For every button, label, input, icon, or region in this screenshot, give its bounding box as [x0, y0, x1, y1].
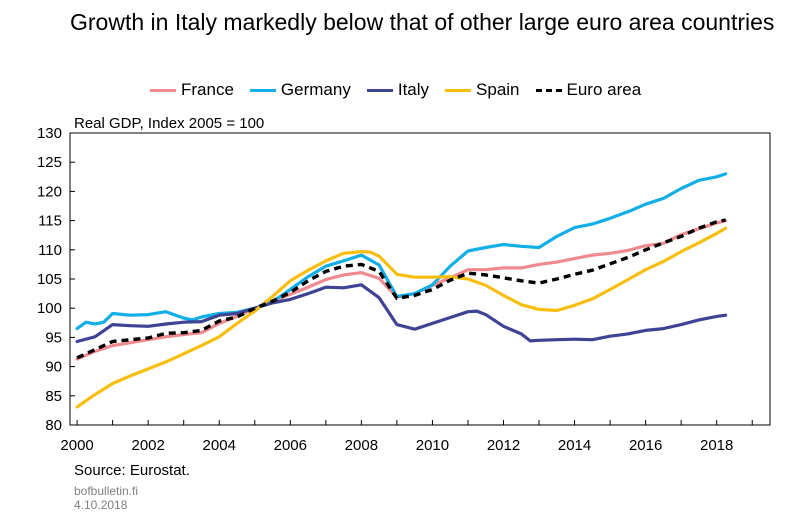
y-tick-label: 130: [37, 125, 62, 142]
x-tick-label: 2012: [487, 437, 520, 454]
source-note: Source: Eurostat.: [74, 462, 190, 479]
y-tick-label: 110: [38, 242, 62, 259]
x-tick-label: 2014: [558, 437, 591, 454]
y-tick-label: 120: [37, 183, 62, 200]
legend-item-euro-area: Euro area: [535, 80, 642, 100]
y-tick-label: 115: [38, 213, 62, 230]
series-line-france: [75, 219, 728, 361]
y-tick-label: 85: [45, 388, 62, 405]
publication-date: 4.10.2018: [74, 498, 128, 512]
x-tick-label: 2004: [203, 437, 236, 454]
x-tick-label: 2016: [629, 437, 662, 454]
series-line-spain: [75, 226, 728, 409]
series-line-italy: [75, 283, 728, 344]
legend-item-france: France: [150, 80, 234, 100]
y-tick-label: 90: [45, 359, 62, 376]
y-axis-title: Real GDP, Index 2005 = 100: [74, 115, 265, 132]
y-tick-label: 80: [45, 417, 62, 434]
x-tick-label: 2010: [416, 437, 449, 454]
y-tick-label: 100: [37, 300, 62, 317]
series-line-euro-area: [76, 218, 726, 360]
legend: France Germany Italy Spain Euro area: [150, 79, 657, 101]
legend-label: Germany: [280, 80, 351, 99]
x-tick-label: 2000: [60, 437, 93, 454]
y-tick-label: 105: [37, 271, 62, 288]
chart-title: Growth in Italy markedly below that of o…: [70, 9, 775, 35]
plot-area-frame: [69, 132, 771, 426]
x-tick-label: 2002: [131, 437, 164, 454]
legend-swatch: [150, 88, 176, 92]
legend-label: Euro area: [566, 80, 642, 99]
x-tick-label: 2018: [700, 437, 733, 454]
site-credit: bofbulletin.fi: [74, 484, 139, 498]
legend-item-italy: Italy: [366, 80, 430, 100]
legend-item-spain: Spain: [445, 80, 520, 100]
legend-label: France: [181, 80, 234, 99]
x-tick-label: 2006: [274, 437, 307, 454]
legend-swatch: [366, 88, 393, 92]
series-line-germany: [75, 172, 728, 331]
y-tick-label: 95: [45, 329, 62, 346]
legend-item-germany: Germany: [249, 80, 351, 100]
y-tick-label: 125: [37, 154, 62, 171]
legend-swatch: [535, 88, 562, 92]
x-tick-label: 2008: [345, 437, 378, 454]
legend-swatch: [445, 88, 472, 92]
legend-label: Spain: [476, 80, 520, 99]
legend-label: Italy: [397, 80, 430, 99]
legend-swatch: [249, 88, 276, 92]
